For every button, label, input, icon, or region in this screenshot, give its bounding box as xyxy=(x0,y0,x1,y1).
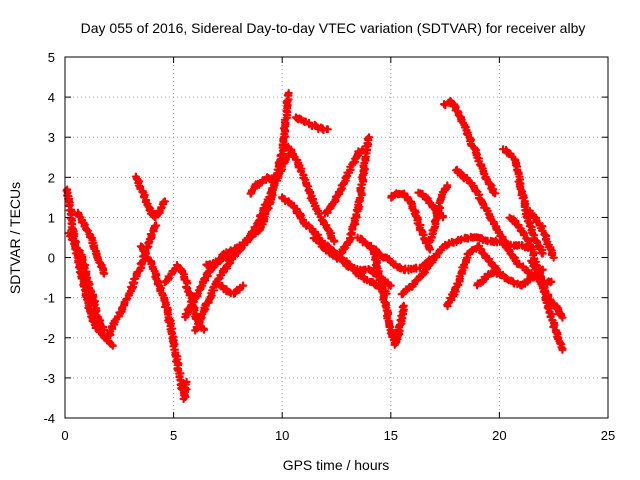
data-series-sat-v xyxy=(397,232,537,299)
data-series-sat-c xyxy=(73,208,109,278)
series-markers xyxy=(291,113,332,135)
chart-title: Day 055 of 2016, Sidereal Day-to-day VTE… xyxy=(81,20,586,36)
y-tick-label: 4 xyxy=(48,90,55,105)
x-tick-label: 15 xyxy=(384,428,398,443)
series-markers xyxy=(73,208,109,278)
series-markers xyxy=(320,145,367,218)
y-tick-label: -2 xyxy=(43,331,55,346)
y-tick-label: -1 xyxy=(43,291,55,306)
series-markers xyxy=(64,229,109,334)
data-series-sat-e xyxy=(131,172,169,222)
x-tick-label: 20 xyxy=(492,428,506,443)
series-markers xyxy=(425,181,452,247)
series-markers xyxy=(202,149,295,270)
series-markers xyxy=(443,241,502,311)
y-axis-label: SDTVAR / TECUs xyxy=(7,182,23,294)
y-tick-label: 2 xyxy=(48,170,55,185)
series-markers xyxy=(136,242,191,403)
y-tick-label: -4 xyxy=(43,411,55,426)
y-tick-label: -3 xyxy=(43,371,55,386)
data-series-sat-m xyxy=(281,140,339,246)
data-series-sat-d xyxy=(103,221,161,342)
series-markers xyxy=(191,89,293,335)
x-tick-labels: 0 5 10 15 20 25 xyxy=(61,428,615,443)
x-tick-label: 5 xyxy=(170,428,177,443)
x-axis-label: GPS time / hours xyxy=(283,457,390,473)
y-tick-label: 5 xyxy=(48,50,55,65)
data-series-sat-j xyxy=(202,149,295,270)
y-tick-label: 3 xyxy=(48,130,55,145)
series-markers xyxy=(440,96,500,198)
data-series-sat-q xyxy=(320,145,367,218)
series-markers xyxy=(332,133,374,261)
plot-frame xyxy=(64,56,609,419)
data-series-layer xyxy=(62,89,567,403)
x-tick-label: 25 xyxy=(601,428,615,443)
data-series-sat-x xyxy=(425,181,452,247)
x-tick-label: 0 xyxy=(61,428,68,443)
data-series-sat-ae xyxy=(527,256,567,322)
data-series-sat-l xyxy=(246,173,278,198)
x-tick-label: 10 xyxy=(275,428,289,443)
series-markers xyxy=(527,256,567,322)
data-series-sat-ac xyxy=(499,145,547,258)
y-tick-labels: -4 -3 -2 -1 0 1 2 3 4 5 xyxy=(43,50,55,426)
series-markers xyxy=(499,145,547,258)
data-series-sat-o xyxy=(291,113,332,135)
axis-ticks xyxy=(64,56,609,419)
y-tick-label: 1 xyxy=(48,210,55,225)
data-series-sat-b xyxy=(64,229,109,334)
series-markers xyxy=(397,232,537,299)
data-series-sat-a xyxy=(62,185,117,350)
data-series-sat-k xyxy=(212,277,248,298)
series-markers xyxy=(368,245,408,349)
data-series-sat-z xyxy=(443,241,502,311)
series-markers xyxy=(281,140,339,246)
series-markers xyxy=(103,221,161,342)
series-markers xyxy=(62,185,117,350)
data-series-sat-r xyxy=(332,133,374,261)
data-series-sat-i xyxy=(191,89,293,335)
data-series-sat-af xyxy=(522,205,558,262)
series-markers xyxy=(212,277,248,298)
series-markers xyxy=(522,205,558,262)
data-series-sat-f xyxy=(136,242,191,403)
data-series-sat-t xyxy=(368,245,408,349)
y-tick-label: 0 xyxy=(48,251,55,266)
series-markers xyxy=(246,173,278,198)
data-series-sat-y xyxy=(440,96,500,198)
series-markers xyxy=(131,172,169,222)
